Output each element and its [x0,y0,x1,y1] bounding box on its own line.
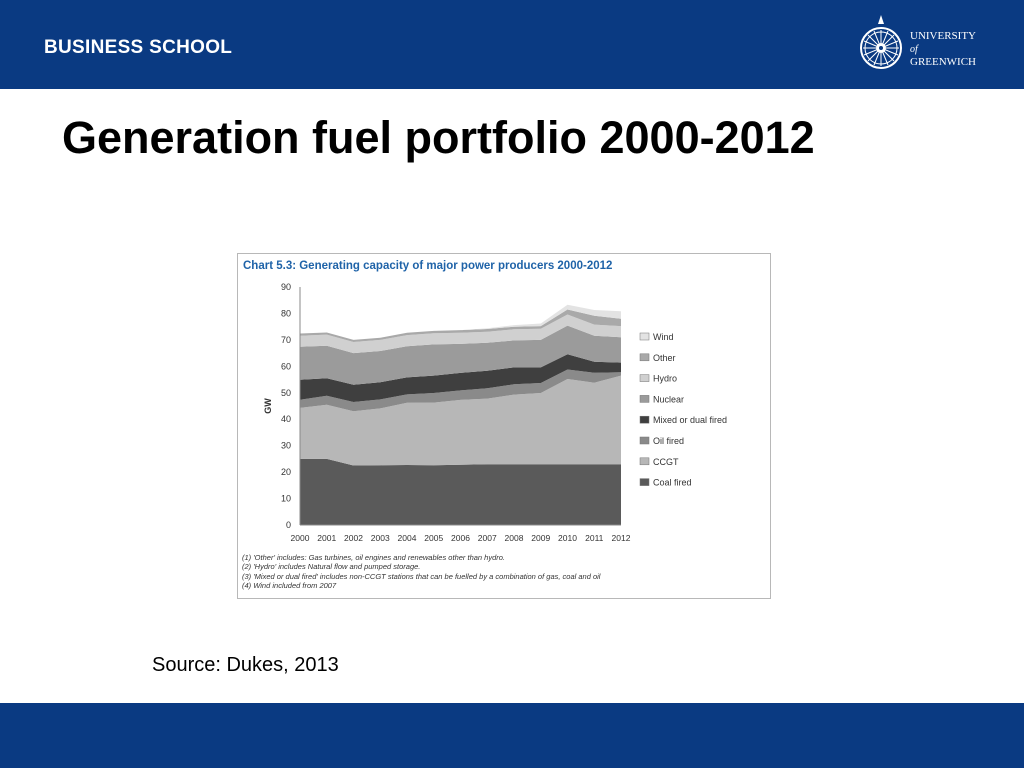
x-tick-label: 2007 [478,533,497,543]
legend-swatch [639,436,650,445]
legend-swatch [639,332,650,341]
chart-plot: 0 10 20 30 40 50 60 70 80 90 GW 2000 2001 2002 2003 200… [263,282,727,543]
x-tick-label: 2006 [451,533,470,543]
source-citation: Source: Dukes, 2013 [152,654,339,676]
footer-bar [0,703,1024,768]
logo-line-greenwich: GREENWICH [910,56,976,68]
area-series-mixed-or-dual-fired [300,354,621,402]
chart-note: (2) 'Hydro' includes Natural flow and pu… [242,562,421,572]
y-tick-label: 70 [281,335,291,345]
compass-rose-icon [860,15,902,69]
logo-line-of: of [910,44,918,55]
legend-swatch [639,374,650,382]
legend-swatch [639,457,650,466]
area-series-hydro [300,314,621,354]
x-tick-label: 2009 [531,533,550,543]
legend-label: Wind [653,332,674,342]
area-series-nuclear [300,325,621,385]
x-tick-label: 2001 [317,533,336,543]
legend-swatch [639,395,650,403]
chart-notes: (1) 'Other' includes: Gas turbines, oil … [242,553,600,590]
legend-swatch [639,478,650,486]
y-tick-label: 0 [286,520,291,530]
y-tick-label: 90 [281,282,291,292]
area-series-coal-fired [300,458,621,525]
x-tick-label: 2004 [398,533,417,543]
chart-title: Chart 5.3: Generating capacity of major … [243,260,613,272]
y-tick-label: 30 [281,441,291,451]
legend-label: Nuclear [653,394,684,404]
legend-swatch [639,353,650,362]
chart-note: (4) Wind included from 2007 [242,580,337,590]
y-tick-label: 40 [281,414,291,424]
legend-label: Oil fired [653,436,684,446]
business-school-label: BUSINESS SCHOOL [44,37,233,58]
header-bar: BUSINESS SCHOOL UNIVERSITY of GREENWICH [0,0,1024,89]
legend-label: CCGT [653,457,679,467]
legend-label: Coal fired [653,478,692,488]
chart-figure: Chart 5.3: Generating capacity of major … [237,253,771,599]
x-tick-label: 2005 [424,533,443,543]
legend-label: Hydro [653,374,677,384]
area-series-ccgt [300,375,621,466]
x-tick-label: 2003 [371,533,390,543]
legend-swatch [639,415,650,424]
y-tick-label: 20 [281,467,291,477]
logo-line-university: UNIVERSITY [910,30,976,42]
y-tick-label: 50 [281,388,291,398]
x-tick-label: 2008 [505,533,524,543]
x-tick-label: 2010 [558,533,577,543]
chart-note: (1) 'Other' includes: Gas turbines, oil … [242,553,506,562]
y-tick-label: 80 [281,308,291,318]
x-tick-label: 2002 [344,533,363,543]
y-tick-label: 60 [281,361,291,371]
legend-label: Other [653,353,676,363]
x-tick-label: 2012 [612,533,631,543]
chart-note: (3) 'Mixed or dual fired' includes non-C… [242,571,601,581]
slide-title: Generation fuel portfolio 2000-2012 [62,112,815,163]
logo-wordmark: UNIVERSITY of GREENWICH [910,30,976,69]
y-tick-label: 10 [281,494,291,504]
y-axis-label: GW [263,398,273,414]
x-tick-label: 2011 [585,533,604,543]
legend-label: Mixed or dual fired [653,415,727,425]
x-tick-label: 2000 [291,533,310,543]
university-logo: UNIVERSITY of GREENWICH [858,14,998,78]
